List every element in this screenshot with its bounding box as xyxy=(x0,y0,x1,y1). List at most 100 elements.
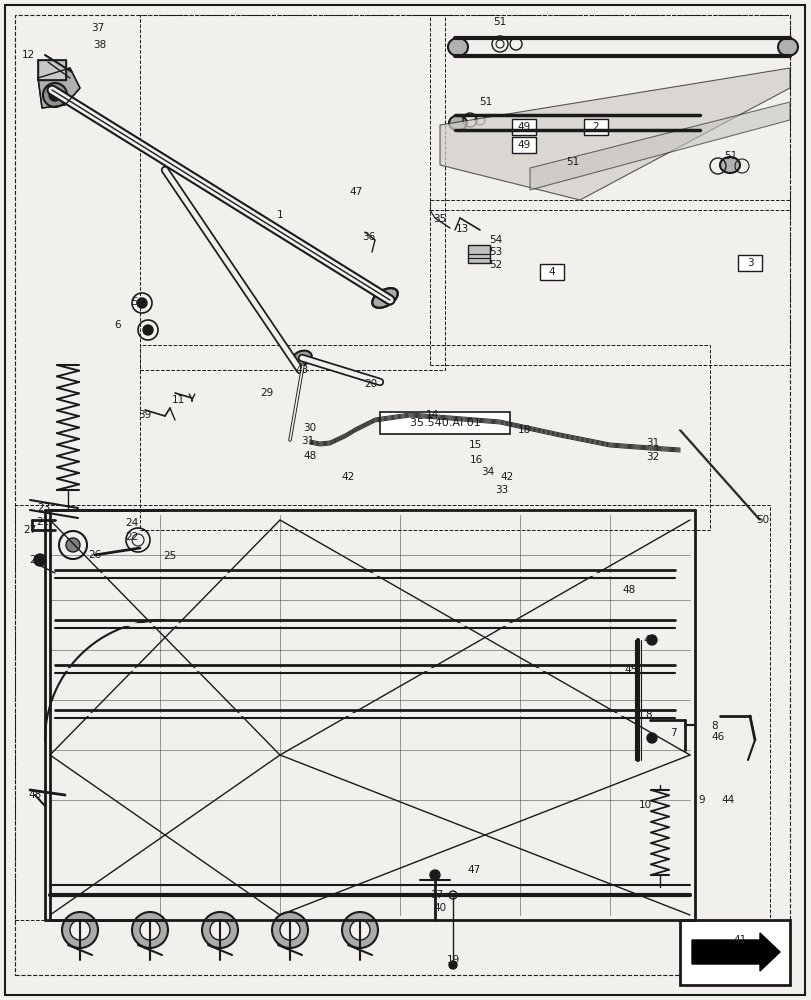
Ellipse shape xyxy=(448,116,466,131)
Text: 25: 25 xyxy=(163,551,177,561)
Bar xyxy=(679,920,789,985)
Circle shape xyxy=(280,920,299,940)
Text: 50: 50 xyxy=(756,515,769,525)
Text: 4: 4 xyxy=(548,267,555,277)
Bar xyxy=(512,119,535,135)
Text: 48: 48 xyxy=(28,790,41,800)
Text: 24: 24 xyxy=(125,518,139,528)
Text: 51: 51 xyxy=(566,157,579,167)
Text: 13: 13 xyxy=(455,224,468,234)
Text: 41: 41 xyxy=(732,935,745,945)
Text: 39: 39 xyxy=(138,410,152,420)
Circle shape xyxy=(430,870,440,880)
Bar xyxy=(737,255,761,271)
Circle shape xyxy=(70,920,90,940)
Polygon shape xyxy=(691,933,779,971)
Text: 11: 11 xyxy=(171,395,184,405)
Ellipse shape xyxy=(719,157,739,173)
Circle shape xyxy=(448,961,457,969)
Text: 51: 51 xyxy=(723,151,736,161)
Text: 54: 54 xyxy=(489,235,502,245)
Bar xyxy=(583,119,607,135)
Text: 34: 34 xyxy=(481,467,494,477)
Text: 27: 27 xyxy=(24,525,36,535)
Polygon shape xyxy=(38,68,80,108)
Bar xyxy=(380,412,509,434)
Text: 29: 29 xyxy=(260,388,273,398)
Circle shape xyxy=(43,83,67,107)
Text: 10: 10 xyxy=(637,800,650,810)
Text: 48: 48 xyxy=(621,585,635,595)
Text: 7: 7 xyxy=(669,728,676,738)
Text: 8: 8 xyxy=(645,710,651,720)
Text: 16: 16 xyxy=(469,455,482,465)
Ellipse shape xyxy=(777,38,797,56)
Circle shape xyxy=(34,554,46,566)
Circle shape xyxy=(132,912,168,948)
Text: 38: 38 xyxy=(93,40,106,50)
Text: 51: 51 xyxy=(493,17,506,27)
Circle shape xyxy=(66,538,80,552)
Text: 23: 23 xyxy=(37,503,50,513)
Text: 47: 47 xyxy=(349,187,363,197)
Text: 20: 20 xyxy=(364,379,377,389)
Bar xyxy=(430,200,789,365)
Text: 17: 17 xyxy=(430,890,443,900)
Text: 44: 44 xyxy=(720,795,734,805)
Text: 12: 12 xyxy=(21,50,35,60)
Text: 19: 19 xyxy=(446,955,459,965)
Text: 31: 31 xyxy=(301,436,314,446)
Text: 53: 53 xyxy=(489,247,502,257)
Text: 46: 46 xyxy=(642,635,656,645)
Text: 42: 42 xyxy=(341,472,354,482)
Bar xyxy=(15,505,769,920)
Text: 14: 14 xyxy=(425,410,438,420)
Bar xyxy=(512,137,535,153)
Circle shape xyxy=(350,920,370,940)
Text: 28: 28 xyxy=(29,555,42,565)
Text: 45: 45 xyxy=(624,665,637,675)
Text: 30: 30 xyxy=(303,423,316,433)
Text: 49: 49 xyxy=(517,140,530,150)
Text: 5: 5 xyxy=(131,297,138,307)
Text: 1: 1 xyxy=(277,210,283,220)
Circle shape xyxy=(143,325,152,335)
Text: 22: 22 xyxy=(125,532,139,542)
Text: 36: 36 xyxy=(362,232,375,242)
Text: 46: 46 xyxy=(710,732,723,742)
Bar xyxy=(38,60,66,80)
Ellipse shape xyxy=(448,38,467,56)
Circle shape xyxy=(646,635,656,645)
Text: 9: 9 xyxy=(697,795,705,805)
Text: 3: 3 xyxy=(746,258,753,268)
Text: 6: 6 xyxy=(114,320,121,330)
Text: 49: 49 xyxy=(517,122,530,132)
Circle shape xyxy=(139,920,160,940)
Ellipse shape xyxy=(292,351,311,365)
Bar xyxy=(139,345,709,530)
Text: 35.540.AI 01: 35.540.AI 01 xyxy=(409,418,480,428)
Bar xyxy=(430,15,789,210)
Circle shape xyxy=(341,912,378,948)
Circle shape xyxy=(210,920,230,940)
Text: 33: 33 xyxy=(495,485,508,495)
Text: 51: 51 xyxy=(478,97,492,107)
Bar xyxy=(539,264,564,280)
Polygon shape xyxy=(530,102,789,190)
Circle shape xyxy=(272,912,307,948)
Text: 2: 2 xyxy=(592,122,599,132)
Polygon shape xyxy=(440,68,789,200)
Text: 37: 37 xyxy=(92,23,105,33)
Text: 31: 31 xyxy=(646,438,659,448)
Circle shape xyxy=(62,912,98,948)
Ellipse shape xyxy=(371,288,397,308)
Bar xyxy=(139,15,444,370)
Text: 26: 26 xyxy=(88,550,101,560)
Text: 48: 48 xyxy=(303,451,316,461)
Bar xyxy=(467,245,489,263)
Text: 8: 8 xyxy=(710,721,718,731)
Circle shape xyxy=(49,89,61,101)
Text: 40: 40 xyxy=(433,903,446,913)
Text: 18: 18 xyxy=(517,425,530,435)
Circle shape xyxy=(202,912,238,948)
